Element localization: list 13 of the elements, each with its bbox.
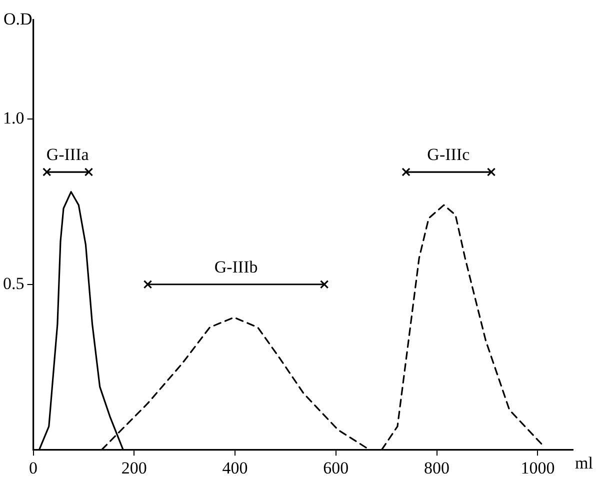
x-tick-label: 400: [222, 458, 248, 478]
x-axis-title: ml: [575, 454, 594, 473]
x-tick-label: 600: [323, 458, 349, 478]
x-tick-label: 200: [121, 458, 147, 478]
annotation: G-IIIb: [214, 257, 258, 276]
annotation: G-IIIc: [427, 144, 470, 164]
y-axis-title: O.D: [3, 9, 32, 28]
y-tick-label: 1.0: [3, 108, 24, 128]
x-tick-label: 1000: [520, 458, 555, 478]
annotation: G-IIIa: [46, 144, 90, 164]
x-tick-label: 0: [29, 458, 38, 478]
y-tick-label: 0.5: [3, 274, 24, 293]
x-tick-label: 800: [424, 458, 450, 478]
